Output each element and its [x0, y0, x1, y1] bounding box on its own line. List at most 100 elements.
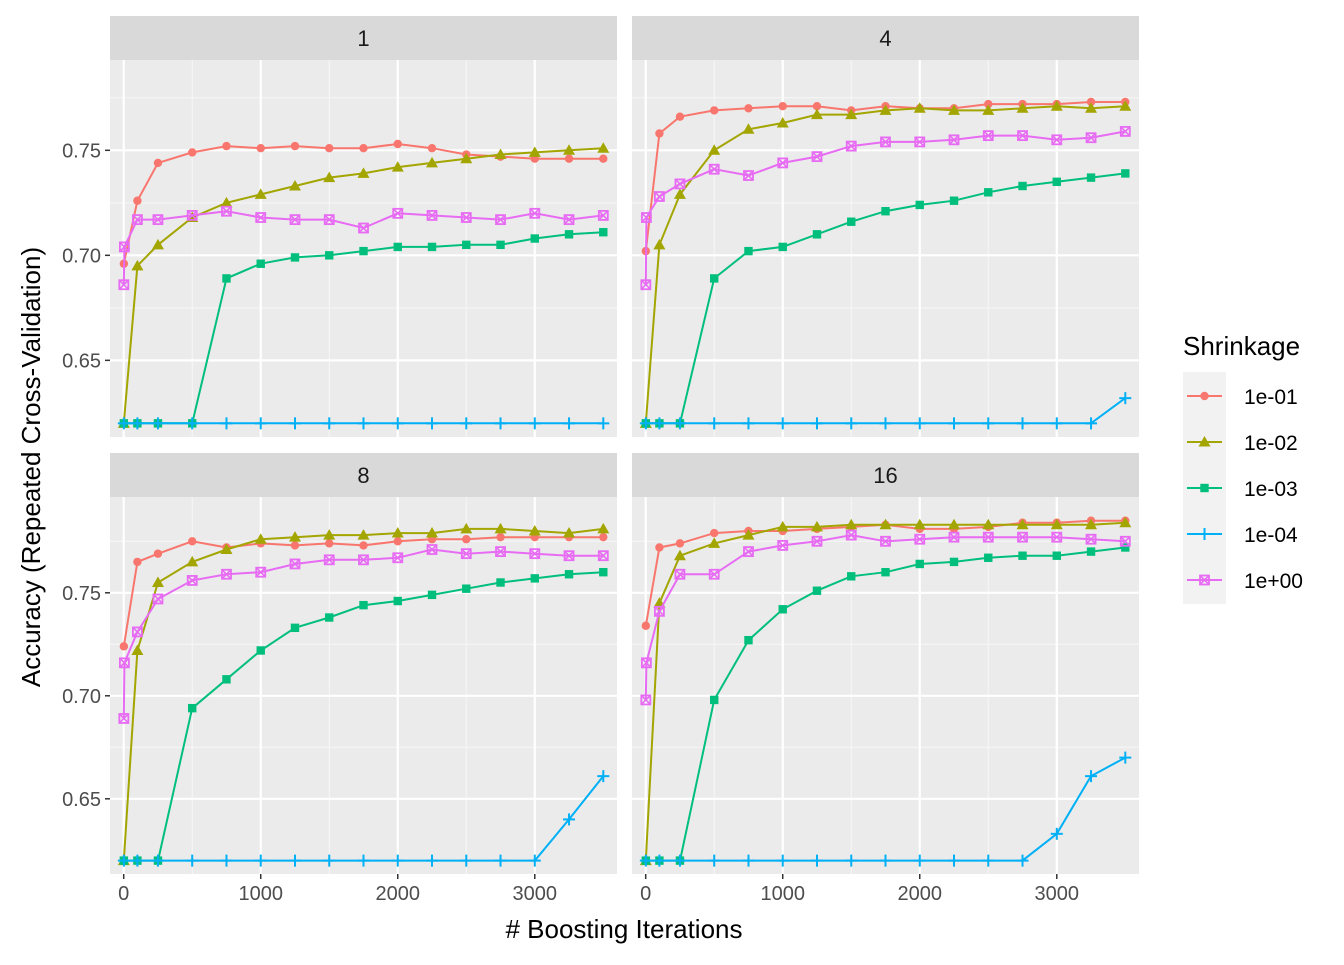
data-point	[1016, 854, 1029, 867]
data-point	[152, 214, 164, 226]
data-point	[323, 854, 336, 867]
data-point	[599, 532, 608, 542]
data-point	[597, 417, 610, 430]
data-point	[427, 590, 437, 600]
data-point	[529, 548, 541, 560]
data-point	[133, 196, 142, 205]
data-point	[639, 417, 652, 430]
data-point	[460, 548, 472, 560]
data-point	[812, 230, 822, 239]
data-point	[393, 537, 402, 546]
data-point	[359, 246, 368, 256]
data-point	[744, 246, 753, 256]
facet-strip-label: 16	[873, 463, 897, 488]
data-point	[776, 417, 789, 430]
data-point	[710, 528, 719, 538]
data-point	[290, 541, 300, 550]
data-point	[255, 212, 267, 223]
data-point	[1086, 97, 1096, 107]
data-point	[597, 550, 609, 562]
data-point	[1017, 130, 1028, 142]
data-point	[777, 540, 789, 551]
facet-strip-label: 4	[879, 26, 891, 51]
data-point	[117, 417, 130, 430]
y-axis-title: Accuracy (Repeated Cross-Validation)	[16, 247, 46, 687]
legend-entry-label: 1e-01	[1244, 386, 1298, 409]
data-point	[982, 104, 995, 115]
data-point	[948, 104, 961, 115]
data-point	[256, 144, 265, 153]
data-point	[391, 527, 404, 538]
data-point	[948, 134, 960, 146]
facet-strip	[110, 453, 617, 497]
data-point	[881, 207, 890, 216]
x-tick-label: 3000	[1035, 883, 1080, 905]
data-point	[847, 572, 856, 581]
data-point	[913, 518, 926, 530]
series-line	[645, 172, 1126, 425]
data-point	[221, 205, 232, 217]
data-point	[460, 212, 472, 223]
data-point	[1050, 518, 1063, 530]
data-point	[1052, 177, 1061, 187]
data-point	[1086, 547, 1096, 556]
legend: Shrinkage 1e-01 1e-02 1e-03 1e-04 1e+00	[1183, 331, 1303, 604]
data-point	[1016, 417, 1029, 430]
data-point	[1085, 132, 1097, 144]
data-point	[915, 559, 924, 569]
series-1e+00	[118, 205, 609, 291]
data-point	[915, 200, 924, 210]
data-point	[744, 635, 753, 645]
data-point	[1051, 134, 1063, 146]
data-point	[708, 568, 720, 580]
panels-layer: 1 0.65 0.70 0.75 4 8 0.65 0.70 0.75 0 1000 2000 3000…	[62, 16, 1139, 905]
data-point	[222, 141, 231, 151]
data-point	[118, 713, 130, 724]
series-line	[645, 546, 1126, 862]
data-point	[879, 854, 892, 867]
data-point	[186, 417, 199, 430]
legend-entry-1e+00: 1e+00	[1187, 570, 1303, 593]
data-point	[131, 644, 144, 655]
data-point	[1050, 417, 1063, 430]
data-point	[913, 854, 926, 867]
data-point	[812, 102, 822, 111]
data-point	[1050, 827, 1063, 840]
data-point	[597, 210, 609, 221]
data-point	[564, 154, 574, 163]
data-point	[220, 417, 233, 430]
facet-strip	[632, 16, 1139, 60]
data-point	[1085, 770, 1098, 783]
y-tick-label: 0.65	[62, 350, 101, 372]
legend-entry-label: 1e-02	[1244, 432, 1298, 455]
data-point	[288, 180, 301, 191]
data-point	[131, 259, 144, 271]
data-point	[1119, 751, 1132, 764]
data-point	[673, 417, 686, 430]
series-line	[122, 527, 604, 861]
data-point	[599, 567, 608, 577]
data-point	[744, 104, 753, 113]
data-point	[290, 623, 300, 633]
data-point	[845, 529, 857, 541]
y-tick-label: 0.70	[62, 686, 101, 708]
data-point	[494, 417, 507, 430]
data-point	[427, 242, 437, 252]
data-point	[710, 695, 719, 705]
data-point	[639, 854, 652, 867]
data-point	[186, 575, 198, 586]
legend-entry-1e-04: 1e-04	[1187, 524, 1298, 547]
data-point	[984, 188, 993, 197]
data-point	[847, 217, 856, 226]
data-point	[323, 554, 335, 566]
data-point	[359, 600, 368, 610]
data-point	[879, 518, 892, 530]
data-point	[655, 543, 664, 552]
data-point	[186, 854, 199, 867]
data-point	[778, 102, 787, 111]
data-point	[186, 210, 198, 221]
data-point	[675, 539, 685, 548]
data-point	[392, 552, 404, 564]
series-1e-04	[117, 770, 610, 867]
